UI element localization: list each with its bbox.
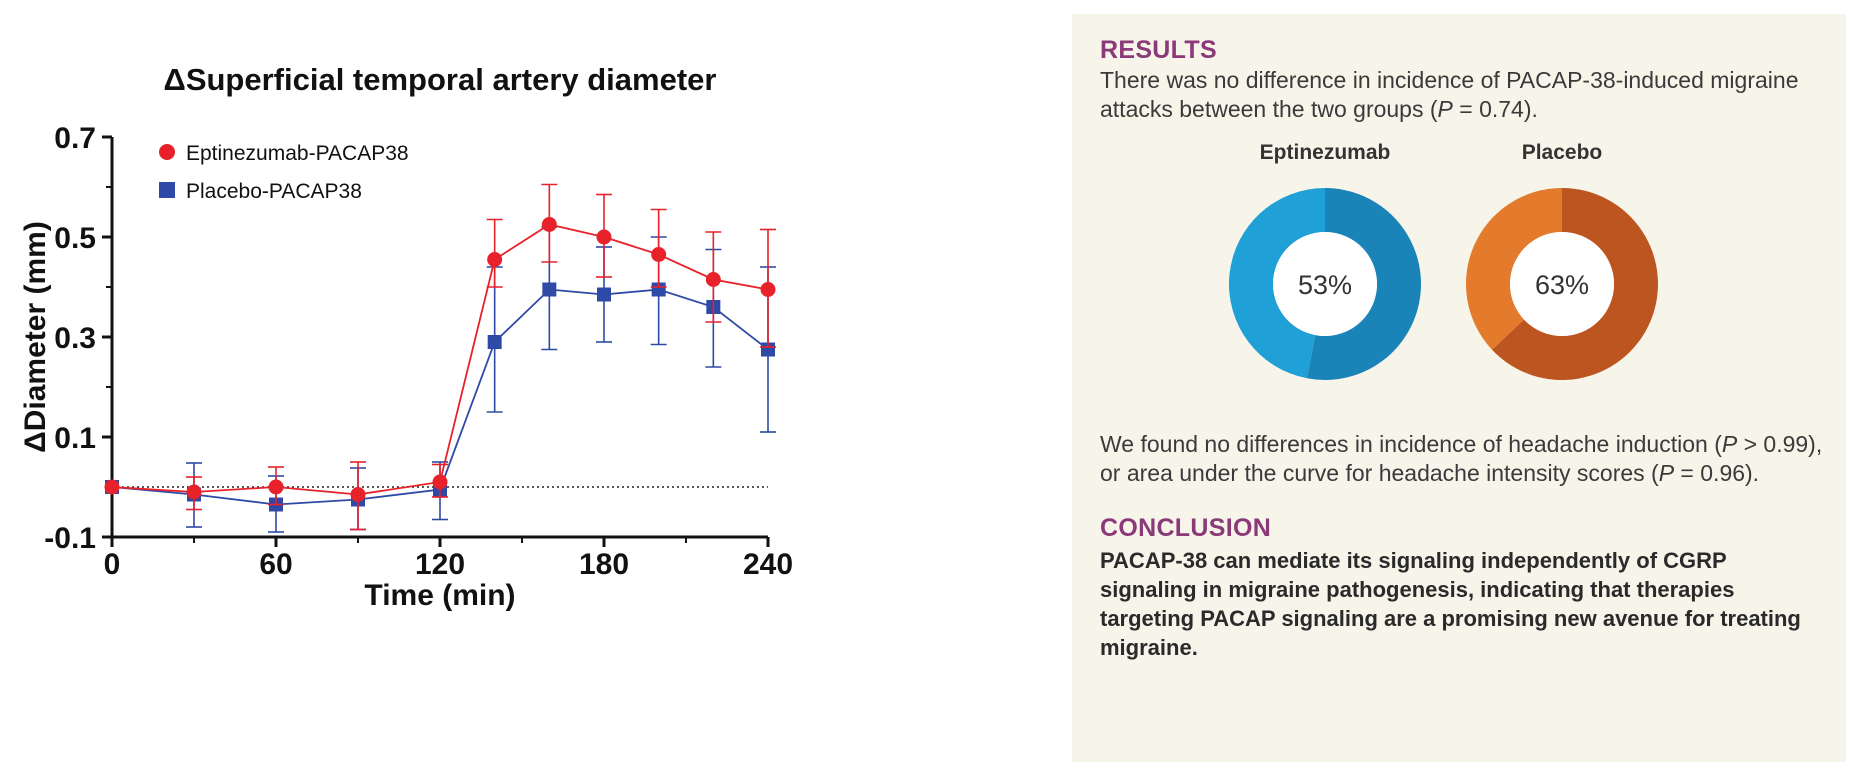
data-point <box>597 287 611 302</box>
data-point <box>186 484 202 500</box>
chart-panel: ΔSuperficial temporal artery diameter -0… <box>19 62 793 612</box>
data-point <box>761 342 775 357</box>
x-tick-label: 60 <box>259 548 292 581</box>
x-axis-title: Time (min) <box>364 579 515 612</box>
chart-title: ΔSuperficial temporal artery diameter <box>164 62 717 97</box>
donut-placebo: Placebo 63% <box>1457 138 1667 382</box>
y-tick-label: 0.1 <box>54 422 96 455</box>
data-point <box>596 229 612 245</box>
data-point <box>651 282 666 297</box>
summary-panel: RESULTS There was no difference in incid… <box>1072 14 1846 762</box>
legend-label: Placebo-PACAP38 <box>186 180 362 203</box>
data-point <box>487 252 503 267</box>
donut-segment-remaining <box>1229 188 1325 379</box>
donut-segment-remaining <box>1466 188 1562 350</box>
finding-p1: > 0.99), or area under the curve for hea… <box>1100 431 1823 486</box>
x-tick-label: 0 <box>104 548 121 581</box>
series-layer <box>104 183 776 533</box>
data-point <box>350 487 366 502</box>
data-point <box>542 282 557 297</box>
series-eptinezumab-pacap38 <box>104 183 776 531</box>
x-tick-label: 240 <box>743 548 793 581</box>
data-point <box>651 247 667 262</box>
donut-segment-value <box>1492 188 1658 380</box>
legend-marker <box>159 182 175 198</box>
finding-text: We found no differences in incidence of … <box>1100 430 1826 488</box>
data-point <box>760 282 776 297</box>
donut-chart-eptinezumab: 53% <box>1229 188 1421 380</box>
conclusion-text: PACAP-38 can mediate its signaling indep… <box>1100 548 1801 660</box>
x-tick-label: 120 <box>415 548 465 581</box>
y-tick-label: -0.1 <box>44 522 96 555</box>
axes: -0.1 0.1 0.3 0.5 0.7 0 60 120 180 240 <box>44 122 793 581</box>
results-heading: RESULTS <box>1100 36 1217 64</box>
donut-segment-value <box>1307 188 1421 380</box>
donut-hole <box>1510 232 1614 336</box>
data-point <box>432 474 448 490</box>
conclusion-heading: CONCLUSION <box>1100 514 1272 542</box>
y-tick-label: 0.7 <box>54 122 96 155</box>
donut-label-eptinezumab: Eptinezumab <box>1259 141 1391 164</box>
legend: Eptinezumab-PACAP38 Placebo-PACAP38 <box>159 142 409 203</box>
y-tick-label: 0.5 <box>54 222 96 255</box>
finding-part1: We found no differences in incidence of … <box>1100 431 1722 457</box>
donut-percent-label: 63% <box>1535 270 1589 300</box>
data-point <box>104 479 120 495</box>
data-point <box>541 217 557 232</box>
data-point <box>487 335 502 349</box>
donut-percent-label: 53% <box>1298 270 1352 300</box>
legend-marker <box>159 144 175 160</box>
donut-row: Eptinezumab 53% Placebo 63% <box>1100 138 1826 430</box>
donut-label-placebo: Placebo <box>1521 141 1603 164</box>
donut-eptinezumab: Eptinezumab 53% <box>1220 138 1430 382</box>
donut-chart-placebo: 63% <box>1466 188 1658 380</box>
p-symbol: P <box>1658 460 1675 486</box>
data-point <box>705 272 721 287</box>
series-line <box>111 223 769 496</box>
p-symbol: P <box>1721 431 1738 457</box>
x-tick-label: 180 <box>579 548 629 581</box>
data-point <box>268 479 284 495</box>
p-symbol: P <box>1437 96 1453 122</box>
results-text-part: There was no difference in incidence of … <box>1100 67 1799 122</box>
results-p-value: = 0.74). <box>1452 96 1538 122</box>
y-axis-title: ΔDiameter (mm) <box>19 221 52 453</box>
finding-p2: = 0.96). <box>1674 460 1760 486</box>
legend-label: Eptinezumab-PACAP38 <box>186 142 409 165</box>
y-tick-label: 0.3 <box>54 322 96 355</box>
line-chart: ΔSuperficial temporal artery diameter -0… <box>19 62 793 612</box>
results-text: There was no difference in incidence of … <box>1100 66 1826 124</box>
donut-hole <box>1273 232 1377 336</box>
